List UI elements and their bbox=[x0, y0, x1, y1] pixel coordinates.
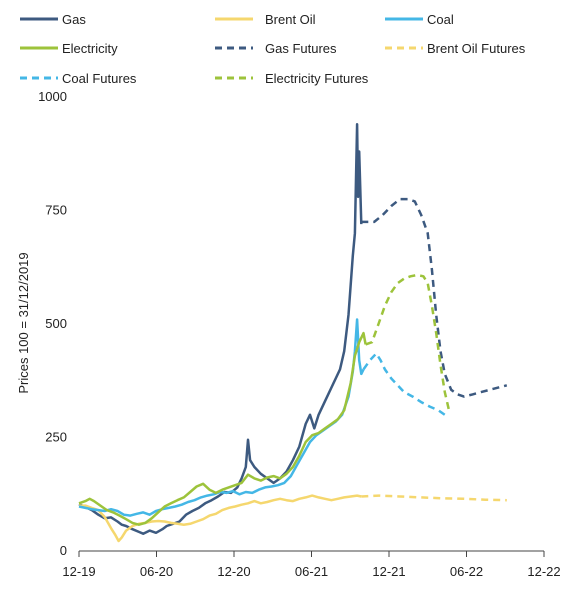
legend-item-coal: Coal bbox=[385, 12, 454, 27]
x-tick-label: 06-22 bbox=[450, 564, 483, 579]
legend-label: Coal Futures bbox=[62, 71, 137, 86]
legend-item-electricity: Electricity bbox=[20, 41, 118, 56]
legend-label: Electricity Futures bbox=[265, 71, 369, 86]
x-tick-label: 12-22 bbox=[527, 564, 560, 579]
series-line-coal-futures bbox=[362, 352, 446, 416]
legend: Gas Brent Oil Coal Electricity Gas Futures Br… bbox=[20, 12, 526, 86]
legend-label: Brent Oil bbox=[265, 12, 316, 27]
legend-item-gas-futures: Gas Futures bbox=[215, 41, 337, 56]
legend-item-gas: Gas bbox=[20, 12, 86, 27]
series-line-coal bbox=[78, 318, 365, 517]
x-tick-label: 06-21 bbox=[295, 564, 328, 579]
y-axis: 0 250 500 750 1000 bbox=[38, 89, 67, 558]
legend-label: Gas bbox=[62, 12, 86, 27]
series-line-electricity bbox=[78, 331, 367, 526]
legend-label: Gas Futures bbox=[265, 41, 337, 56]
y-tick-label: 0 bbox=[60, 543, 67, 558]
series-line-gas-futures bbox=[361, 197, 508, 398]
y-tick-label: 500 bbox=[45, 316, 67, 331]
series-line-brent-oil-futures bbox=[361, 494, 507, 502]
x-tick-label: 06-20 bbox=[140, 564, 173, 579]
x-tick-label: 12-21 bbox=[372, 564, 405, 579]
series-line-brent-oil bbox=[79, 494, 362, 543]
series-line-gas bbox=[78, 122, 363, 535]
legend-item-coal-futures: Coal Futures bbox=[20, 71, 137, 86]
y-tick-label: 750 bbox=[45, 203, 67, 218]
x-tick-label: 12-19 bbox=[62, 564, 95, 579]
legend-item-electricity-futures: Electricity Futures bbox=[215, 71, 369, 86]
legend-label: Electricity bbox=[62, 41, 118, 56]
series-line-electricity-futures bbox=[365, 273, 451, 411]
y-tick-label: 250 bbox=[45, 430, 67, 445]
legend-label: Brent Oil Futures bbox=[427, 41, 526, 56]
legend-label: Coal bbox=[427, 12, 454, 27]
plot-area bbox=[78, 122, 508, 543]
x-tick-label: 12-20 bbox=[217, 564, 250, 579]
x-axis: 12-19 06-20 12-20 06-21 12-21 06-22 12-22 bbox=[62, 550, 561, 579]
y-tick-label: 1000 bbox=[38, 89, 67, 104]
legend-item-brent-oil: Brent Oil bbox=[215, 12, 316, 27]
y-axis-label: Prices 100 = 31/12/2019 bbox=[16, 252, 31, 393]
legend-item-brent-oil-futures: Brent Oil Futures bbox=[385, 41, 526, 56]
